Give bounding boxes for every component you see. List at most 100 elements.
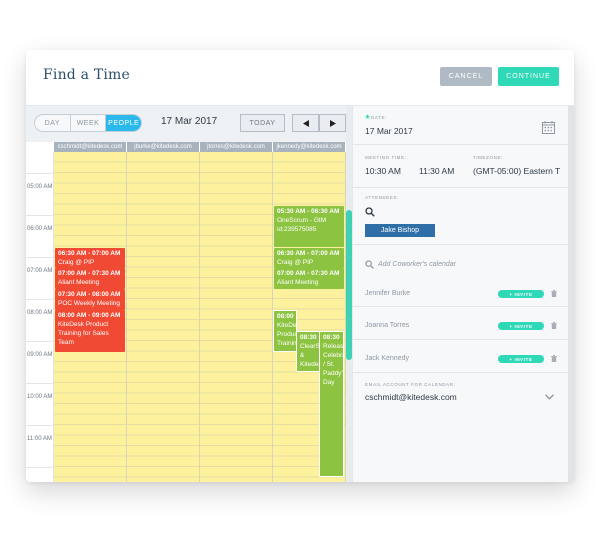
event-title: KiteDesk Product Training for Sales Team xyxy=(58,321,109,346)
calendar-event[interactable]: 05:30 AM - 06:30 AM OneScrum - GtM id:23… xyxy=(274,206,344,247)
invite-button[interactable]: + INVITE xyxy=(498,290,544,298)
event-title: ClearSlide & Kitedesk xyxy=(300,343,320,368)
event-title: POC Weekly Meeting xyxy=(58,300,121,307)
hour-line xyxy=(26,173,54,174)
calendar-event[interactable]: 07:30 AM - 08:00 AM POC Weekly Meeting xyxy=(55,289,125,310)
invite-button[interactable]: + INVITE xyxy=(498,355,544,363)
today-button[interactable]: TODAY xyxy=(240,114,285,132)
cancel-button[interactable]: CANCEL xyxy=(440,67,492,86)
search-icon[interactable] xyxy=(365,207,375,217)
hour-line xyxy=(26,299,54,300)
person-name: Jennifer Burke xyxy=(365,290,411,297)
hour-label: 06:00 AM xyxy=(27,226,53,232)
person-name: Jack Kennedy xyxy=(365,355,409,362)
person-name: Joanna Torres xyxy=(365,322,410,329)
email-account-select[interactable]: cschmidt@kitedesk.com xyxy=(365,392,457,402)
column-header: jkennedy@kitedesk.com xyxy=(273,142,346,152)
view-day-button[interactable]: DAY xyxy=(35,115,71,131)
previous-day-button[interactable] xyxy=(292,114,319,132)
hour-line xyxy=(26,341,54,342)
next-day-button[interactable] xyxy=(319,114,346,132)
calendar-event[interactable]: 06:30 AM - 07:00 AM Craig @ PIP xyxy=(55,248,125,268)
calendar-column[interactable] xyxy=(200,152,273,482)
calendar-event[interactable]: 06:30 AM - 07:00 AM Craig @ PIP xyxy=(274,248,344,268)
divider xyxy=(353,244,574,245)
attendee-chip[interactable]: Jake Bishop xyxy=(365,224,435,237)
trash-icon[interactable] xyxy=(551,322,557,329)
calendar-grid: cschmidt@kitedesk.com jburke@kitedesk.co… xyxy=(26,142,346,482)
search-icon xyxy=(365,260,374,269)
view-people-button[interactable]: PEOPLE xyxy=(106,115,141,131)
calendar-scrollbar-thumb[interactable] xyxy=(346,210,352,360)
event-time: 07:00 AM - 07:30 AM xyxy=(277,270,340,277)
view-week-button[interactable]: WEEK xyxy=(71,115,107,131)
column-header: jburke@kitedesk.com xyxy=(127,142,200,152)
hour-label: 05:00 AM xyxy=(27,184,53,190)
hour-line xyxy=(26,257,54,258)
date-value[interactable]: 17 Mar 2017 xyxy=(365,126,413,136)
continue-button[interactable]: CONTINUE xyxy=(498,67,559,86)
end-time[interactable]: 11:30 AM xyxy=(419,166,455,176)
email-account-label: EMAIL ACCOUNT FOR CALENDAR: xyxy=(365,382,456,387)
invite-button[interactable]: + INVITE xyxy=(498,322,544,330)
calendar-event[interactable]: 08:30 ClearSlide & Kitedesk xyxy=(296,331,320,372)
calendar-toolbar: DAY WEEK PEOPLE 17 Mar 2017 TODAY xyxy=(26,106,346,142)
panel-scrollbar-track[interactable] xyxy=(568,106,574,482)
hour-label: 11:00 AM xyxy=(27,436,52,442)
dialog-title: Find a Time xyxy=(43,67,130,83)
add-coworker-input[interactable]: Add Coworker's calendar xyxy=(378,261,456,268)
hour-line xyxy=(26,425,54,426)
dialog-header: Find a Time CANCEL CONTINUE xyxy=(26,50,574,106)
hour-label: 07:00 AM xyxy=(27,268,53,274)
find-a-time-dialog: Find a Time CANCEL CONTINUE DAY WEEK PEO… xyxy=(26,50,574,482)
calendar-event[interactable]: 08:00 KiteDesk Product Training xyxy=(273,310,297,352)
star-icon xyxy=(365,114,370,119)
calendar-event[interactable]: 08:00 AM - 09:00 AM KiteDesk Product Tra… xyxy=(55,310,125,352)
hour-line xyxy=(26,383,54,384)
triangle-left-icon xyxy=(302,119,309,127)
event-title: OneScrum - GtM id:239575085 xyxy=(277,217,327,233)
view-switcher: DAY WEEK PEOPLE xyxy=(34,114,142,132)
hour-line xyxy=(26,215,54,216)
hour-label: 10:00 AM xyxy=(27,394,53,400)
event-title: Craig @ PIP xyxy=(277,259,314,266)
time-gutter: 05:00 AM 06:00 AM 07:00 AM 08:00 AM 09:0… xyxy=(26,152,54,482)
hour-label: 08:00 AM xyxy=(27,310,53,316)
calendar-event[interactable]: 07:00 AM - 07:30 AM Aliant Meeting xyxy=(55,268,125,289)
attendees-label: ATTENDEES: xyxy=(365,195,399,200)
current-date: 17 Mar 2017 xyxy=(161,116,218,127)
event-time: 05:30 AM - 06:30 AM xyxy=(277,208,340,215)
trash-icon[interactable] xyxy=(551,290,557,297)
calendar-event[interactable]: 08:30 Release Celebration / St. Paddy's … xyxy=(319,331,344,477)
divider xyxy=(353,306,574,307)
event-title: Aliant Meeting xyxy=(277,279,319,286)
event-time: 07:30 AM - 08:00 AM xyxy=(58,291,121,298)
divider xyxy=(353,144,574,145)
timezone-select[interactable]: (GMT-05:00) Eastern T xyxy=(473,166,561,176)
triangle-right-icon xyxy=(329,119,336,127)
calendar-icon[interactable] xyxy=(542,121,555,134)
date-label: DATE: xyxy=(371,115,387,120)
event-title: Aliant Meeting xyxy=(58,279,100,286)
timezone-label: TIMEZONE: xyxy=(473,155,503,160)
event-title: Release Celebration / St. Paddy's Day xyxy=(323,343,344,386)
meeting-details-panel: DATE: 17 Mar 2017 MEETING TIME: 10:30 AM… xyxy=(352,106,574,482)
event-time: 08:30 xyxy=(300,334,317,341)
trash-icon[interactable] xyxy=(551,355,557,362)
divider xyxy=(353,339,574,340)
event-time: 06:30 AM - 07:00 AM xyxy=(58,250,121,257)
divider xyxy=(353,372,574,373)
event-time: 06:30 AM - 07:00 AM xyxy=(277,250,340,257)
hour-label: 09:00 AM xyxy=(27,352,53,358)
start-time[interactable]: 10:30 AM xyxy=(365,166,401,176)
hour-line xyxy=(26,467,54,468)
gutter-header xyxy=(26,142,54,152)
divider xyxy=(353,187,574,188)
calendar-event[interactable]: 07:00 AM - 07:30 AM Aliant Meeting xyxy=(274,268,344,289)
meeting-time-label: MEETING TIME: xyxy=(365,155,407,160)
event-title: Craig @ PIP xyxy=(58,259,95,266)
calendar-column[interactable] xyxy=(127,152,200,482)
chevron-down-icon[interactable] xyxy=(545,394,554,400)
event-time: 07:00 AM - 07:30 AM xyxy=(58,270,121,277)
event-title: KiteDesk Product Training xyxy=(277,322,297,347)
